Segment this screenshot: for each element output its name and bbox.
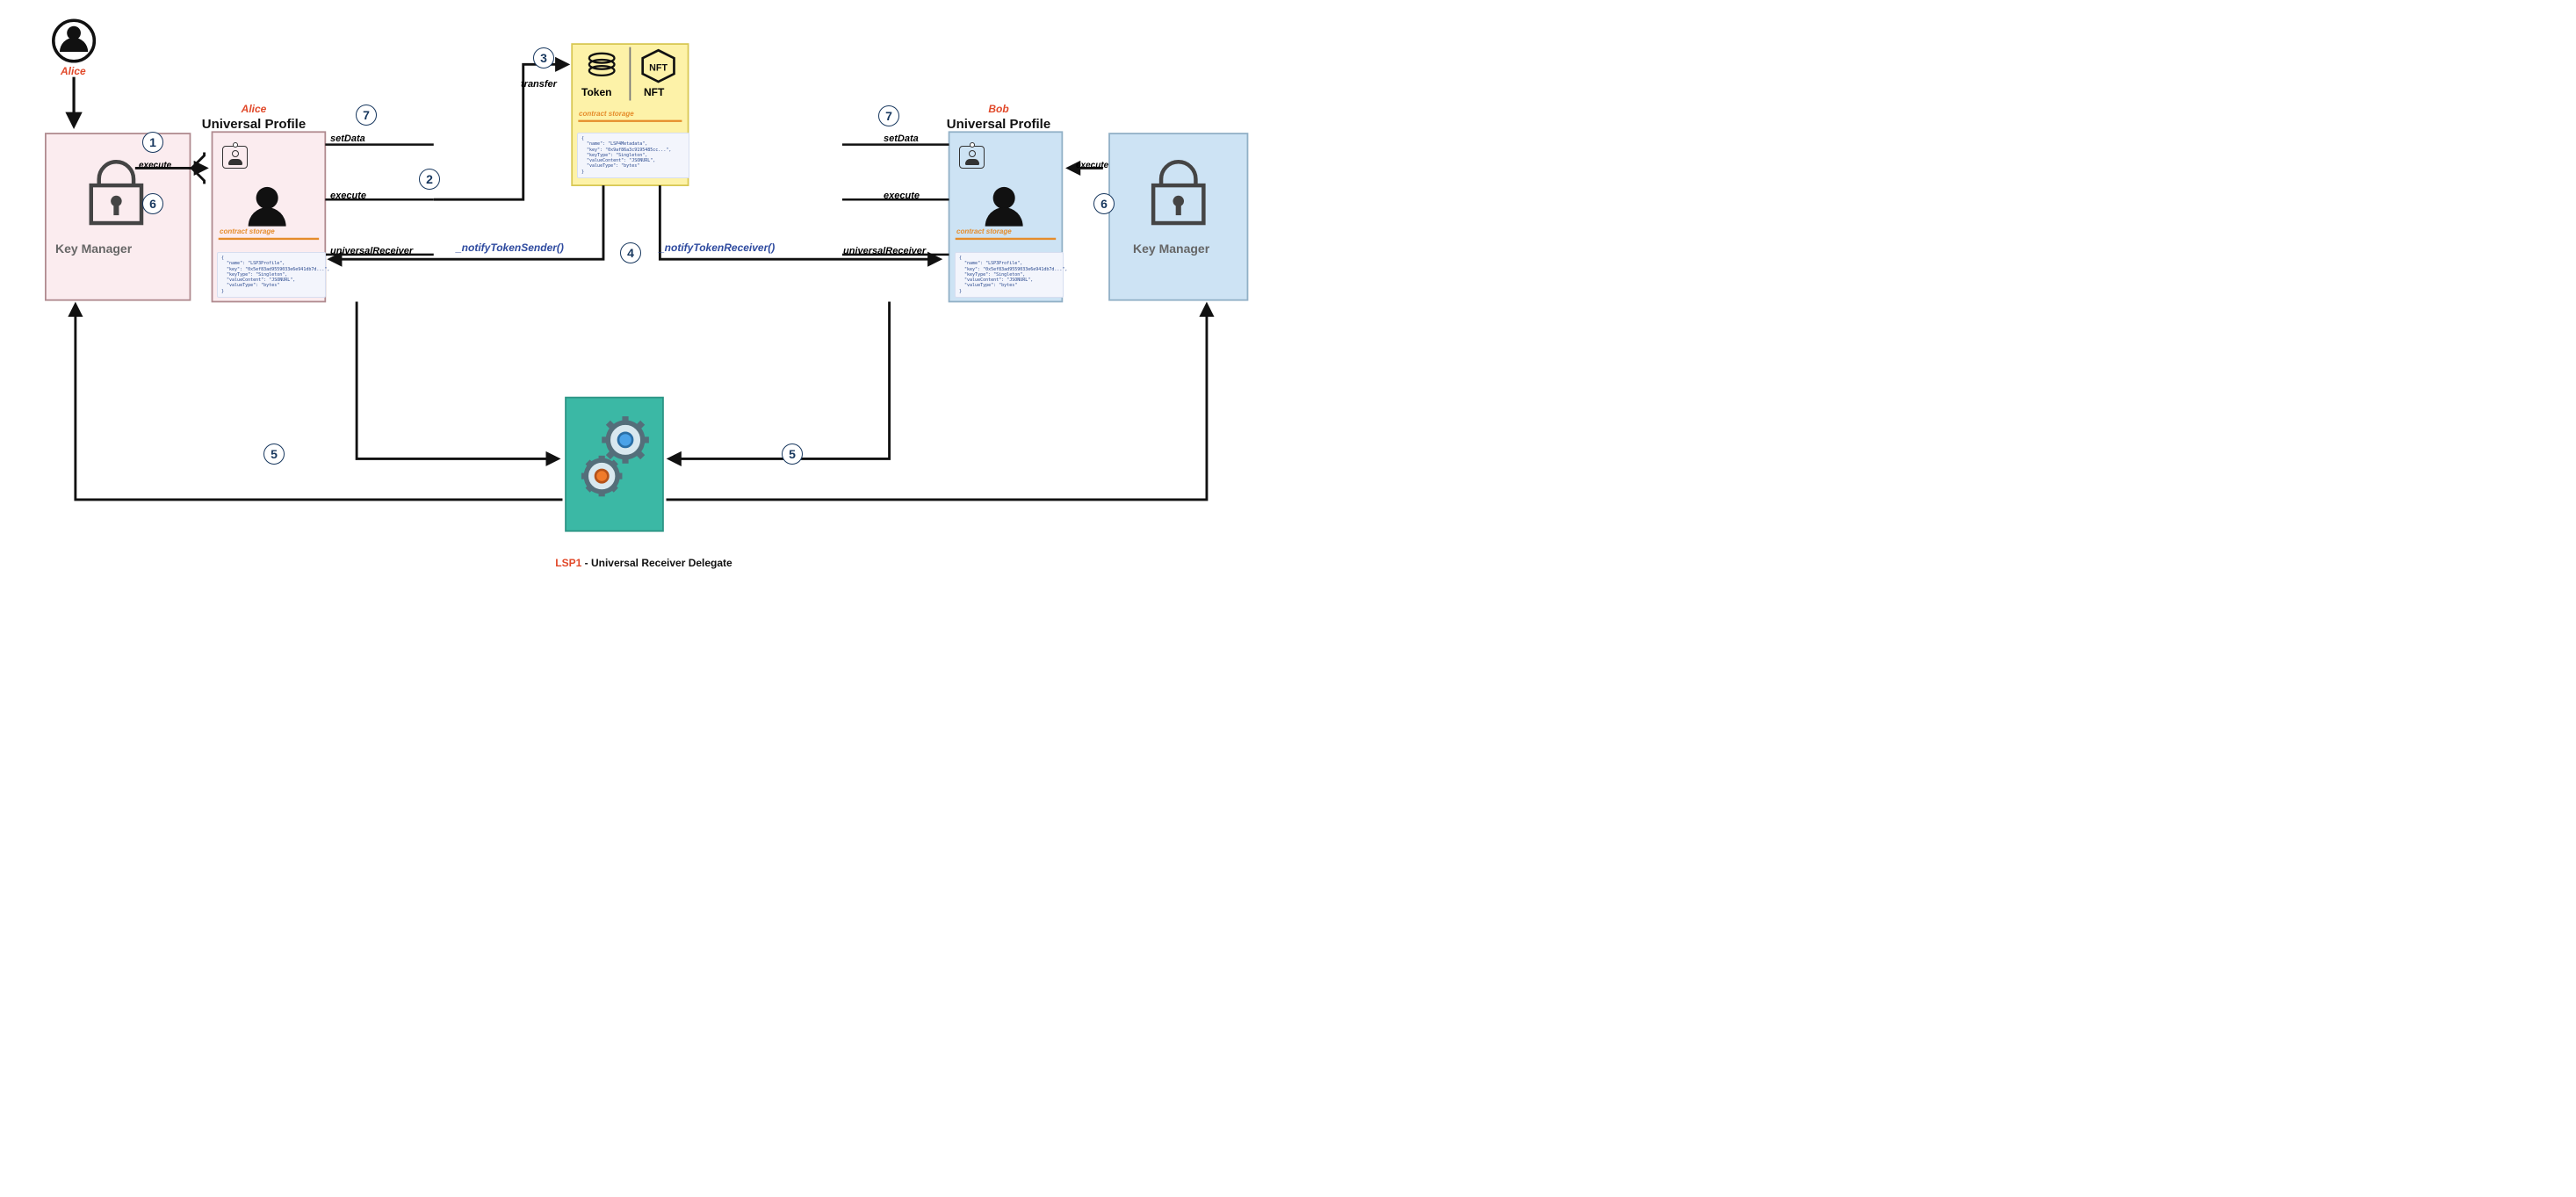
- notify-sender-label: _notifyTokenSender(): [456, 242, 564, 254]
- bob-km-label: Key Manager: [1133, 242, 1209, 256]
- alice-execute-label-2: execute: [330, 191, 366, 201]
- alice-storage-json: { "name": "LSP3Profile", "key": "0x5ef83…: [217, 252, 326, 298]
- alice-storage-header: contract storage: [220, 227, 275, 235]
- bob-up-name: Bob: [988, 103, 1008, 115]
- alice-execute-km-label: execute: [139, 161, 171, 170]
- alice-name: Alice: [61, 65, 86, 77]
- alice-person-icon: [54, 20, 95, 61]
- svg-text:NFT: NFT: [649, 63, 667, 74]
- token-label: Token: [581, 86, 611, 98]
- transfer-label: transfer: [521, 79, 557, 90]
- step-3: 3: [533, 47, 554, 69]
- token-storage-header: contract storage: [579, 110, 634, 118]
- step-6-right: 6: [1093, 193, 1115, 214]
- bob-storage-json: { "name": "LSP3Profile", "key": "0x5ef83…: [955, 252, 1064, 298]
- bob-key-manager-box: [1109, 133, 1247, 300]
- bob-urecv: universalReceiver: [843, 246, 926, 256]
- alice-up-name: Alice: [242, 103, 267, 115]
- phone-profile-icon: [959, 146, 985, 169]
- step-5-right: 5: [782, 443, 803, 465]
- phone-profile-icon: [222, 146, 248, 169]
- step-1: 1: [142, 132, 163, 153]
- step-4: 4: [620, 242, 641, 263]
- nft-label: NFT: [644, 86, 664, 98]
- bob-storage-header: contract storage: [956, 227, 1012, 235]
- step-2: 2: [419, 169, 440, 190]
- notify-receiver-label: _notifyTokenReceiver(): [659, 242, 775, 254]
- step-5-left: 5: [263, 443, 285, 465]
- bob-setData: setData: [884, 133, 919, 144]
- bob-execute-km-label: execute: [1076, 161, 1108, 170]
- alice-urecv: universalReceiver: [330, 246, 413, 256]
- alice-key-manager-box: [46, 133, 191, 300]
- token-storage-json: { "name": "LSP4Metadata", "key": "0x9af8…: [577, 133, 689, 178]
- step-7-right: 7: [878, 105, 899, 126]
- delegate-caption: LSP1 - Universal Receiver Delegate: [555, 557, 732, 569]
- step-7-left: 7: [356, 105, 377, 126]
- alice-up-title: Universal Profile: [202, 117, 306, 132]
- alice-setData: setData: [330, 133, 365, 144]
- alice-km-label: Key Manager: [55, 242, 132, 256]
- step-6-left: 6: [142, 193, 163, 214]
- bob-execute-label-2: execute: [884, 191, 920, 201]
- bob-up-title: Universal Profile: [947, 117, 1050, 132]
